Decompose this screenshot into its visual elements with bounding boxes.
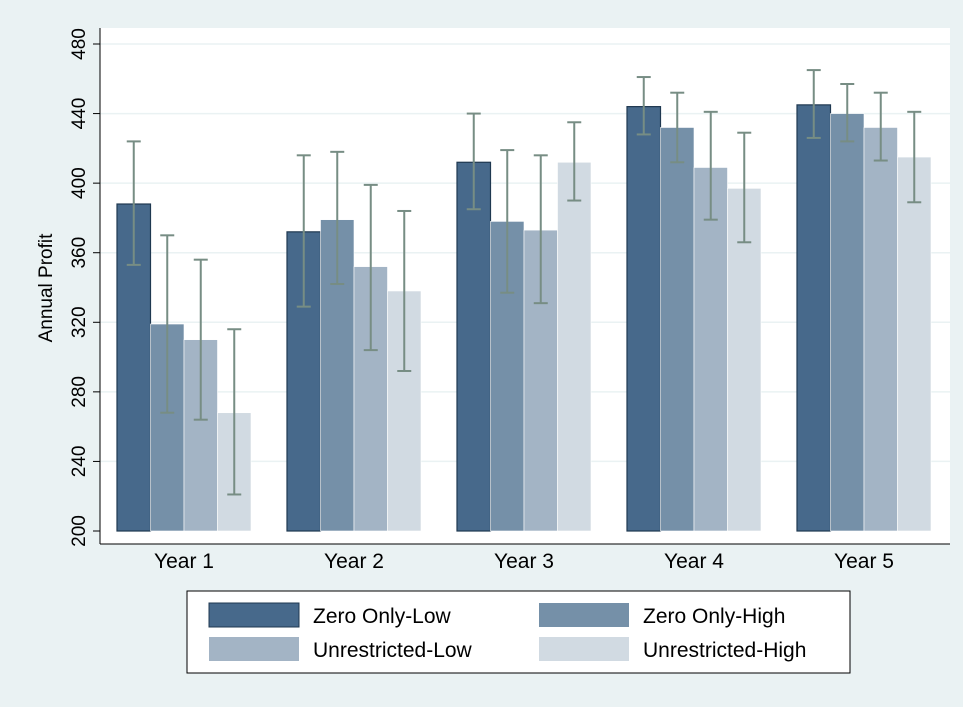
bar-zero-only-low-4 bbox=[626, 106, 662, 532]
y-tick-label: 480 bbox=[69, 28, 90, 60]
bar-zero-only-low-3 bbox=[456, 161, 492, 532]
y-tick-label: 280 bbox=[69, 376, 90, 408]
y-tick-label: 240 bbox=[69, 446, 90, 478]
axes-layer: 200 240 280 320 360 400 440 480 Year 1 Year 2 Year… bbox=[69, 28, 950, 573]
x-tick-label: Year 1 bbox=[154, 550, 214, 573]
x-tick-label: Year 2 bbox=[324, 550, 384, 573]
bar-zero-only-high-4 bbox=[660, 127, 695, 532]
y-tick-label: 320 bbox=[69, 306, 90, 338]
legend-label: Unrestricted-High bbox=[643, 639, 806, 662]
y-tick-label: 200 bbox=[69, 515, 90, 547]
error-bars-layer bbox=[126, 69, 922, 496]
bar-unrestricted-high-5 bbox=[897, 156, 932, 532]
bar-unrestricted-low-5 bbox=[863, 127, 898, 532]
legend-swatch bbox=[539, 637, 629, 661]
legend-label: Unrestricted-Low bbox=[313, 639, 473, 662]
bar-zero-only-high-2 bbox=[320, 219, 355, 532]
x-tick-label: Year 5 bbox=[834, 550, 894, 573]
y-tick-label: 360 bbox=[69, 237, 90, 269]
legend-swatch bbox=[539, 603, 629, 627]
bar-unrestricted-high-3 bbox=[557, 161, 592, 532]
y-tick-label: 440 bbox=[69, 98, 90, 130]
x-tick-label: Year 4 bbox=[664, 550, 724, 573]
bar-unrestricted-low-4 bbox=[693, 167, 728, 532]
legend-label: Zero Only-Low bbox=[313, 605, 452, 628]
bar-zero-only-high-5 bbox=[830, 113, 865, 532]
legend-swatch bbox=[209, 637, 299, 661]
bar-zero-only-low-5 bbox=[796, 104, 832, 532]
x-tick-label: Year 3 bbox=[494, 550, 554, 573]
bar-unrestricted-high-4 bbox=[727, 188, 762, 532]
legend-swatch bbox=[208, 602, 300, 628]
legend-label: Zero Only-High bbox=[643, 605, 785, 628]
y-axis-label: Annual Profit bbox=[36, 233, 57, 343]
y-tick-label: 400 bbox=[69, 167, 90, 199]
legend: Zero Only-Low Zero Only-High Unrestricted-… bbox=[186, 590, 851, 674]
